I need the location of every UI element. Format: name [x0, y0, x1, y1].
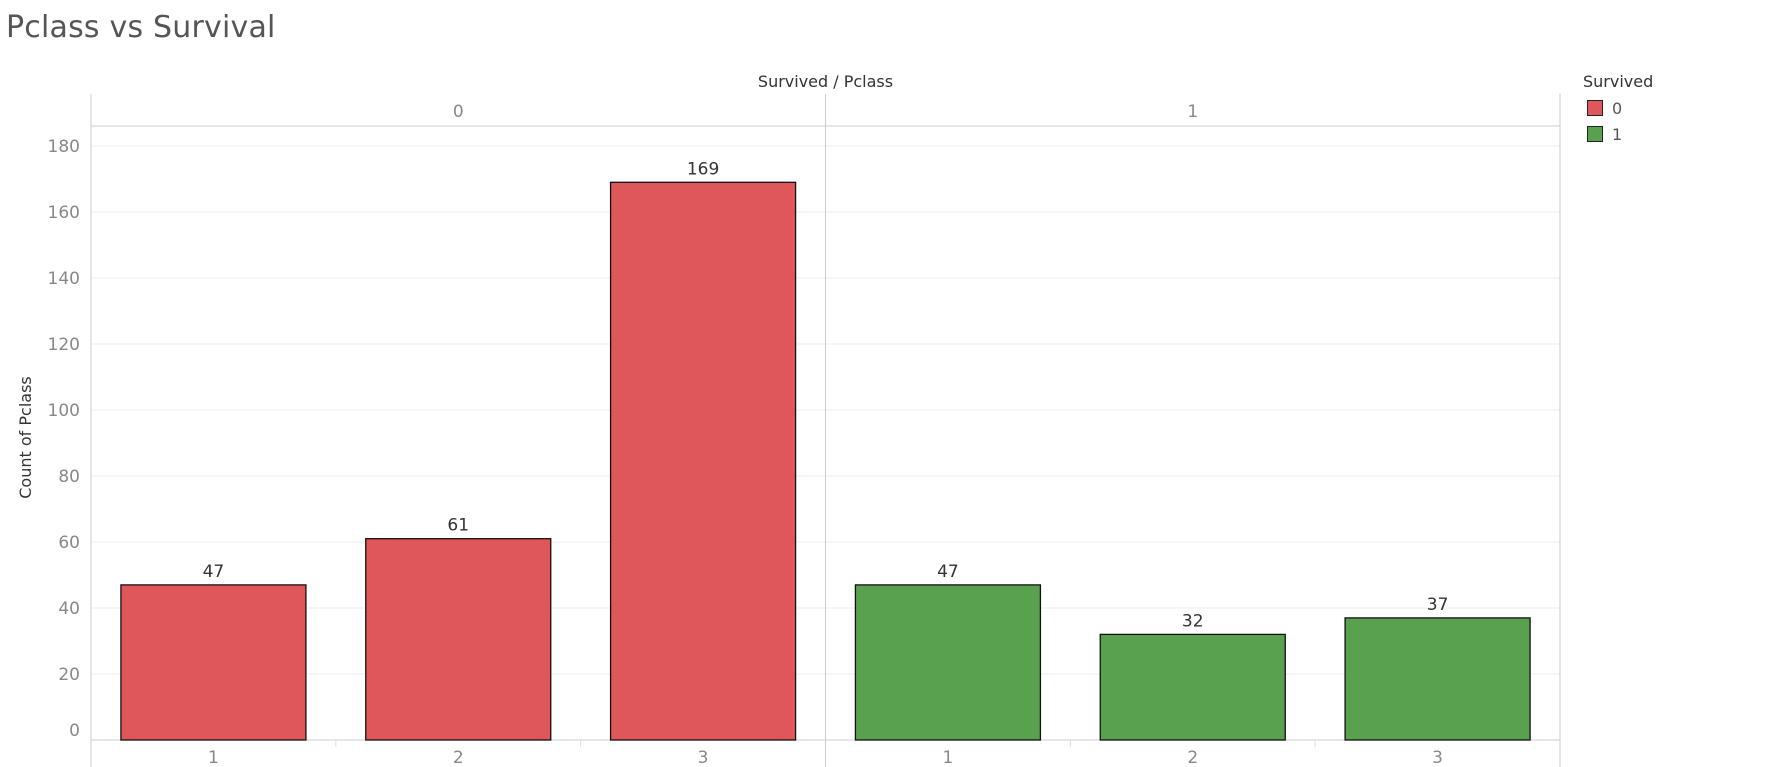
y-tick-label-140: 140: [48, 269, 80, 289]
legend-title: Survived: [1583, 72, 1654, 91]
bar-label-1-3: 37: [1427, 595, 1449, 615]
bar-0-1[interactable]: [120, 584, 307, 741]
y-tick-label-160: 160: [48, 203, 80, 223]
bar-label-1-2: 32: [1182, 611, 1204, 631]
bar-1-3[interactable]: [1344, 617, 1531, 741]
column-header-title: Survived / Pclass: [758, 72, 893, 91]
x-tick-label-0-1: 1: [208, 748, 219, 767]
y-tick-label-60: 60: [58, 533, 80, 553]
pane-header-1: 1: [1187, 102, 1198, 122]
pane-header-0: 0: [453, 102, 464, 122]
legend-swatch-0: [1587, 100, 1603, 116]
x-tick-label-1-1: 1: [943, 748, 954, 767]
bar-label-0-1: 47: [203, 562, 225, 582]
y-tick-label-100: 100: [48, 401, 80, 421]
y-tick-label-0: 0: [69, 721, 80, 741]
y-tick-label-120: 120: [48, 335, 80, 355]
legend-item-1[interactable]: 1: [1583, 121, 1653, 147]
legend: Survived 0 1: [1583, 72, 1653, 147]
bar-label-0-3: 169: [687, 159, 719, 179]
bar-label-0-2: 61: [447, 516, 469, 536]
x-tick-label-0-2: 2: [453, 748, 464, 767]
bar-0-3[interactable]: [609, 181, 797, 741]
y-tick-label-80: 80: [58, 467, 80, 487]
x-tick-label-0-3: 3: [698, 748, 709, 767]
bar-0-2[interactable]: [365, 538, 552, 741]
y-tick-label-20: 20: [58, 665, 80, 685]
legend-label-0: 0: [1612, 98, 1623, 118]
y-tick-label-180: 180: [48, 137, 80, 157]
bar-1-1[interactable]: [854, 584, 1042, 741]
x-tick-label-1-2: 2: [1187, 748, 1198, 767]
legend-swatch-1: [1587, 126, 1603, 142]
x-tick-label-1-3: 3: [1432, 748, 1443, 767]
bar-1-2[interactable]: [1099, 633, 1286, 741]
bar-label-1-1: 47: [937, 562, 959, 582]
y-tick-label-40: 40: [58, 599, 80, 619]
legend-item-0[interactable]: 0: [1583, 95, 1653, 121]
y-axis-label: Count of Pclass: [16, 376, 35, 498]
legend-label-1: 1: [1612, 124, 1623, 144]
chart-title: Pclass vs Survival: [6, 10, 276, 45]
